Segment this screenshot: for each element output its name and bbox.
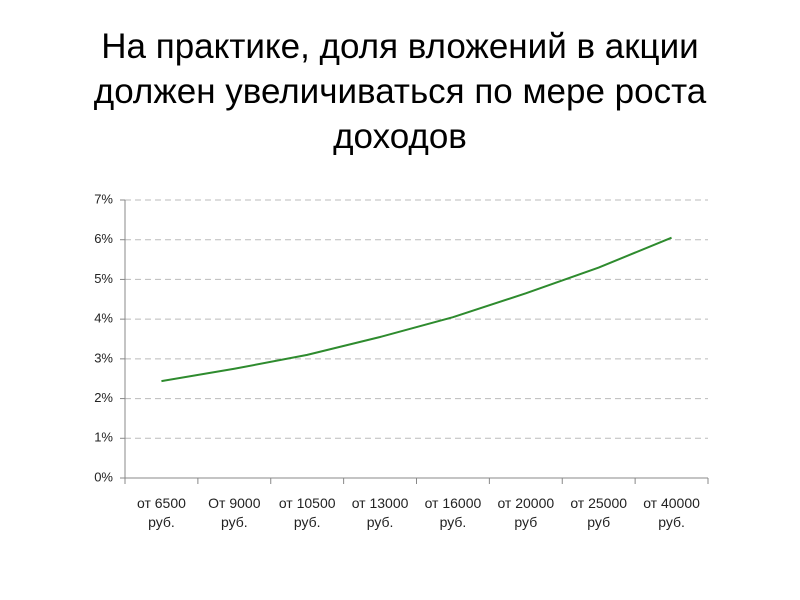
y-tick-label: 7%	[94, 191, 113, 206]
data-line	[161, 236, 672, 383]
x-tick-label: от 20000 руб	[497, 495, 555, 530]
slide-title: На практике, доля вложений в акции долже…	[93, 27, 707, 156]
x-tick-label: от 25000 руб	[570, 495, 628, 530]
y-tick-label: 2%	[94, 390, 113, 405]
y-tick-label: 5%	[94, 271, 113, 286]
y-tick-label: 0%	[94, 469, 113, 484]
x-tick-label: от 13000 руб.	[351, 495, 409, 530]
y-tick-label: 1%	[94, 430, 113, 445]
x-tick-label: от 16000 руб.	[424, 495, 482, 530]
x-tick-label: От 9000 руб.	[208, 495, 261, 530]
x-tick-label: от 6500 руб.	[136, 495, 186, 530]
x-tick-label: от 10500 руб.	[278, 495, 336, 530]
y-tick-label: 6%	[94, 231, 113, 246]
x-tick-label: от 40000 руб.	[643, 495, 700, 530]
y-tick-label: 4%	[94, 311, 113, 326]
y-tick-label: 3%	[94, 350, 113, 365]
